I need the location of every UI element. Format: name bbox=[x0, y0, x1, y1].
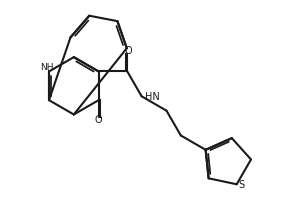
Text: O: O bbox=[95, 115, 103, 125]
Text: S: S bbox=[238, 180, 245, 190]
Text: NH: NH bbox=[40, 63, 53, 72]
Text: HN: HN bbox=[145, 92, 159, 102]
Text: O: O bbox=[124, 46, 132, 56]
